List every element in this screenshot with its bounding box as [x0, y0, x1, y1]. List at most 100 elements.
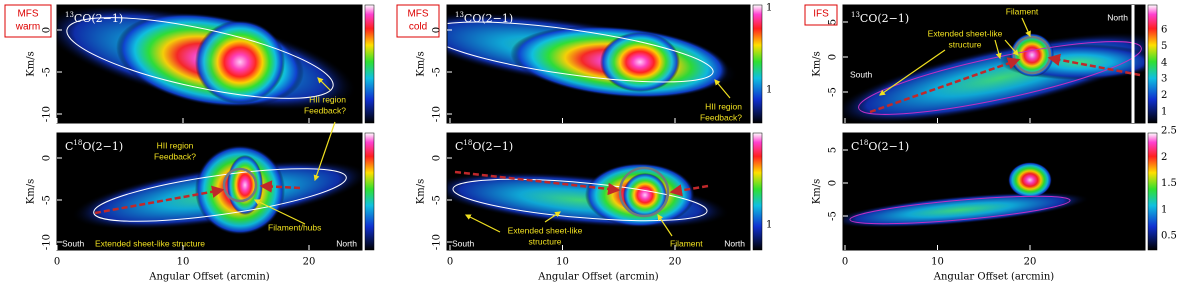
- y-tick-label: -10: [432, 234, 443, 250]
- label-text: CO(2−1): [860, 12, 909, 25]
- x-axis-label: Angular Offset (arcmin): [148, 272, 270, 283]
- pointer-arrow: [714, 79, 731, 99]
- panel-tag: MFS: [407, 9, 428, 20]
- y-tick-label: 0: [432, 155, 443, 161]
- colorbar-tick-label: 5: [1161, 41, 1167, 52]
- label-text: CO(2−1): [464, 12, 513, 25]
- molecule-label: C18O(2−1): [455, 139, 513, 153]
- contour: [849, 195, 1071, 225]
- flow-arrow: [869, 57, 1021, 114]
- annotation: Extended sheet-like: [508, 225, 583, 235]
- colorbar-tick-label: 1: [766, 85, 772, 96]
- pointer-arrow: [317, 77, 331, 91]
- molecule-label: 13CO(2−1): [455, 11, 513, 25]
- emission: [600, 32, 680, 92]
- label-superscript: 18: [463, 139, 472, 147]
- label-superscript: 18: [73, 139, 82, 147]
- emission: [623, 173, 667, 217]
- pointer-arrow: [253, 199, 306, 225]
- annotation: South: [452, 238, 474, 248]
- colorbar-tick-label: 1.5: [1161, 178, 1177, 189]
- colorbar-tick-label: 2: [1161, 152, 1167, 163]
- panel-frame: [842, 132, 1146, 251]
- annotation: Filament/hubs: [268, 222, 321, 232]
- label-superscript: 18: [859, 139, 868, 147]
- colorbar-tick-label: 0.5: [1161, 231, 1177, 242]
- y-tick-label: 0: [432, 27, 443, 33]
- molecule-label: 13CO(2−1): [65, 11, 123, 25]
- label-text: CO(2−1): [74, 12, 123, 25]
- y-tick-label: -5: [828, 87, 839, 97]
- x-tick-label: 10: [931, 257, 944, 268]
- heatmap: [843, 162, 1090, 228]
- emission: [1010, 33, 1054, 77]
- flow-arrow: [94, 185, 225, 215]
- x-tick-label: 20: [303, 257, 316, 268]
- label-prefix: C: [851, 140, 859, 153]
- y-tick-label: 5: [828, 19, 839, 25]
- filament-circle: [222, 167, 258, 203]
- annotation: North: [336, 238, 357, 248]
- colorbar-tick-label: 2: [1161, 90, 1167, 101]
- panel-bg: [843, 133, 1145, 250]
- pointer-arrow: [544, 211, 561, 223]
- pointer-arrow: [1004, 39, 1019, 56]
- panel-tag-box: [4, 4, 52, 38]
- emission: [843, 192, 1090, 228]
- contour: [66, 17, 334, 99]
- emission: [1008, 162, 1052, 198]
- panel-frame: [56, 132, 363, 251]
- y-tick-label: -5: [828, 211, 839, 221]
- y-axis-label: Km/s: [416, 51, 427, 76]
- pointer-arrow: [994, 39, 1002, 60]
- y-tick-label: -5: [42, 195, 53, 205]
- molecule-label: C18O(2−1): [65, 139, 123, 153]
- colorbar-tick-label: 4: [1161, 57, 1167, 68]
- annotation: Filament: [670, 238, 703, 248]
- annotation: Feedback?: [700, 112, 742, 122]
- panel-tag-box: [396, 4, 440, 38]
- annotation: Extended sheet-like: [928, 28, 1003, 38]
- pointer-arrow: [879, 49, 946, 96]
- colorbar-tick-label: 2.5: [1161, 126, 1177, 137]
- label-superscript: 13: [455, 11, 464, 19]
- molecule-label: C18O(2−1): [851, 139, 909, 153]
- emission: [227, 155, 263, 215]
- y-axis-label: Km/s: [812, 179, 823, 204]
- heatmap: [57, 5, 357, 111]
- annotation: North: [1107, 12, 1128, 22]
- panel-tag: cold: [409, 22, 427, 33]
- contour: [93, 168, 347, 222]
- colorbar-tick-label: 1: [1161, 204, 1167, 215]
- colorbar: [1147, 4, 1158, 124]
- molecule-label: 13CO(2−1): [851, 11, 909, 25]
- y-tick-label: 0: [42, 27, 53, 33]
- colorbar-tick-label: 1: [766, 220, 772, 231]
- x-tick-label: 0: [54, 257, 60, 268]
- flow-arrow: [259, 180, 301, 193]
- y-tick-label: -10: [42, 106, 53, 122]
- panel-tag: IFS: [813, 9, 829, 20]
- panel-tag: MFS: [17, 9, 38, 20]
- annotation: HII region: [157, 140, 194, 150]
- flow-arrow: [454, 170, 621, 196]
- annotation: South: [850, 69, 872, 79]
- pointer-arrow: [313, 121, 336, 182]
- annotation: structure: [528, 236, 561, 246]
- pointer-arrow: [657, 214, 673, 237]
- y-tick-label: 0: [42, 155, 53, 161]
- y-tick-label: -5: [432, 195, 443, 205]
- annotation: North: [724, 238, 745, 248]
- label-text: O(2−1): [82, 140, 123, 153]
- y-axis-label: Km/s: [26, 51, 37, 76]
- y-tick-label: -10: [432, 106, 443, 122]
- panel-frame: [446, 132, 751, 251]
- panel-frame: [446, 4, 751, 124]
- y-tick-label: 5: [828, 147, 839, 153]
- x-tick-label: 0: [447, 257, 453, 268]
- x-tick-label: 0: [842, 257, 848, 268]
- y-tick-label: -5: [42, 67, 53, 77]
- flow-arrow: [1047, 53, 1141, 77]
- colorbar-tick-label: 1: [766, 3, 772, 14]
- contour: [858, 41, 1142, 115]
